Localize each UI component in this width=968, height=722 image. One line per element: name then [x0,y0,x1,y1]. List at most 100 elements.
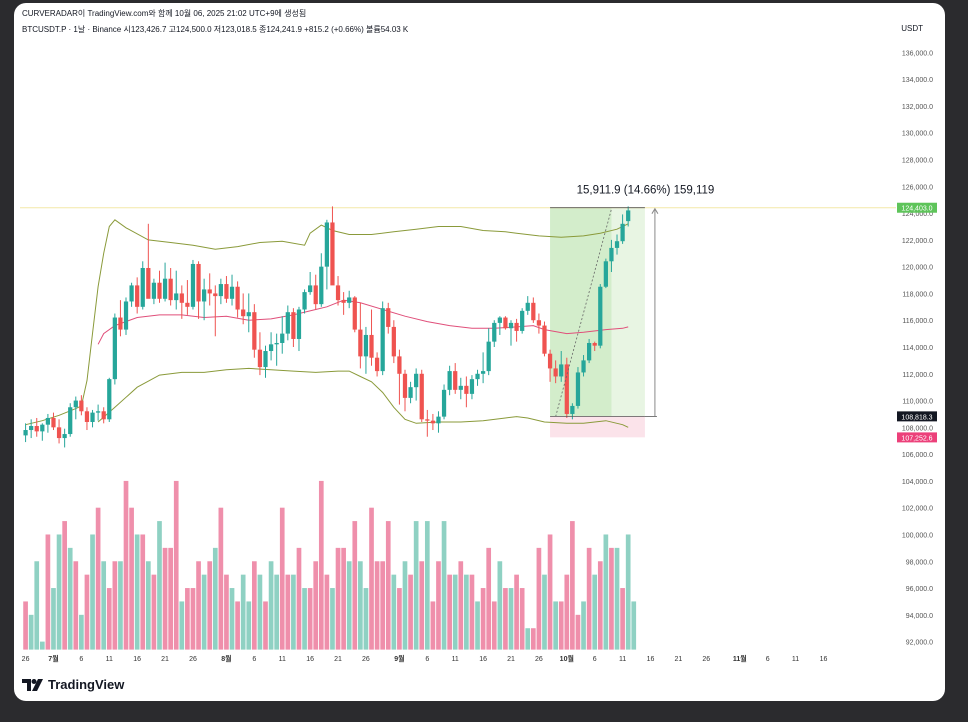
x-tick-label: 26 [22,656,30,663]
candle [581,355,586,377]
volume-bar [151,574,157,650]
candle [179,285,184,319]
candle-body [358,329,363,357]
candle [419,369,424,422]
candle-body [419,373,424,420]
volume-bar [620,588,625,650]
candle [503,316,508,330]
candle-body [68,407,73,435]
volume-bar [603,534,609,650]
volume-bar [235,601,240,650]
volume-bar [553,601,558,650]
candle-body [302,292,307,310]
volume-bar [134,534,140,650]
y-tick-label: 96,000.0 [906,586,933,593]
candle [123,297,129,335]
volume-bar [56,534,62,650]
volume-bar [118,561,123,650]
y-axis[interactable]: 136,000.0 134,000.0 132,000.0 130,000.0 128,… [902,50,933,646]
candle [497,316,502,335]
candle-body [536,320,542,326]
candle-body [441,389,447,417]
candle [425,409,430,437]
candle-body [51,417,56,428]
candle-body [280,333,285,343]
volume-bar [547,534,553,650]
candle [341,292,346,315]
candle [324,219,329,290]
y-tick-label: 132,000.0 [902,104,933,111]
candle [101,407,106,424]
candle-body [95,411,101,413]
candle-body [553,368,558,377]
candle [162,262,168,302]
candle [34,417,39,437]
candle [464,376,469,408]
x-axis[interactable]: 26 7월 6 11 16 21 26 8월 6 11 16 21 26 9월 6 11 16 21 26 10월 6 1… [22,654,828,663]
candle [84,407,90,431]
candle [380,301,385,376]
y-tick-label: 100,000.0 [902,532,933,539]
candle-body [274,342,279,345]
volume-bar [73,561,79,650]
y-tick-label: 114,000.0 [902,345,933,352]
volume-bar [274,574,280,650]
y-tick-label: 112,000.0 [902,372,933,379]
candle [224,276,229,303]
volume-bar [179,601,185,650]
candle-body [547,353,553,369]
symbol-info-legend[interactable]: BTCUSDT.P · 1날 · Binance 시123,426.7 고124… [22,25,409,34]
volume-bar [514,574,519,650]
candle [129,282,134,307]
price-chart[interactable]: 15,911.9 (14.66%) 159,119 136,000.0 134,0… [14,3,945,701]
candle [51,412,56,431]
volume-bar [575,614,581,650]
candle-body [129,285,134,302]
volume-bar [458,561,464,650]
volume-bar [335,547,341,650]
price-label-text: 107,252.6 [901,435,932,442]
candle-body [492,322,497,342]
position-tool[interactable]: 15,911.9 (14.66%) 159,119 [550,185,714,417]
candle [397,349,402,405]
volume-bar [84,574,90,650]
candle-body [296,309,302,339]
x-tick-label: 11 [619,656,626,663]
candle-body [190,263,196,307]
x-tick-label: 26 [189,656,197,663]
position-zones [550,207,645,438]
middle-band-line [97,299,629,345]
x-tick-label: 11월 [733,654,747,663]
candle-body [308,285,313,293]
volume-bar [475,601,480,650]
volume-bar [224,574,229,650]
candle [280,316,285,354]
volume-bar [424,521,430,650]
candle [358,302,363,369]
y-tick-label: 116,000.0 [902,318,933,325]
candle-body [514,322,519,331]
volume-bar [240,574,246,650]
candle-body [575,372,581,406]
x-tick-label: 6 [252,656,256,663]
x-tick-label: 16 [306,656,314,663]
currency-label[interactable]: USDT [901,24,923,33]
x-tick-label: 6 [425,656,429,663]
candle-body [503,317,508,329]
volume-bar [542,574,547,650]
candle [453,363,458,394]
candle-body [118,317,123,330]
y-tick-label: 110,000.0 [902,399,933,406]
candle [62,428,67,448]
candle [45,413,51,433]
candle-body [229,286,235,299]
candle [274,333,279,366]
candle-body [525,302,530,311]
candle-body [268,344,274,352]
position-tool-label: 15,911.9 (14.66%) 159,119 [577,185,715,197]
candle [95,404,101,421]
tradingview-brand[interactable]: TradingView [22,677,124,692]
volume-bar [185,588,190,650]
candle-body [542,325,547,354]
candle [553,360,558,384]
